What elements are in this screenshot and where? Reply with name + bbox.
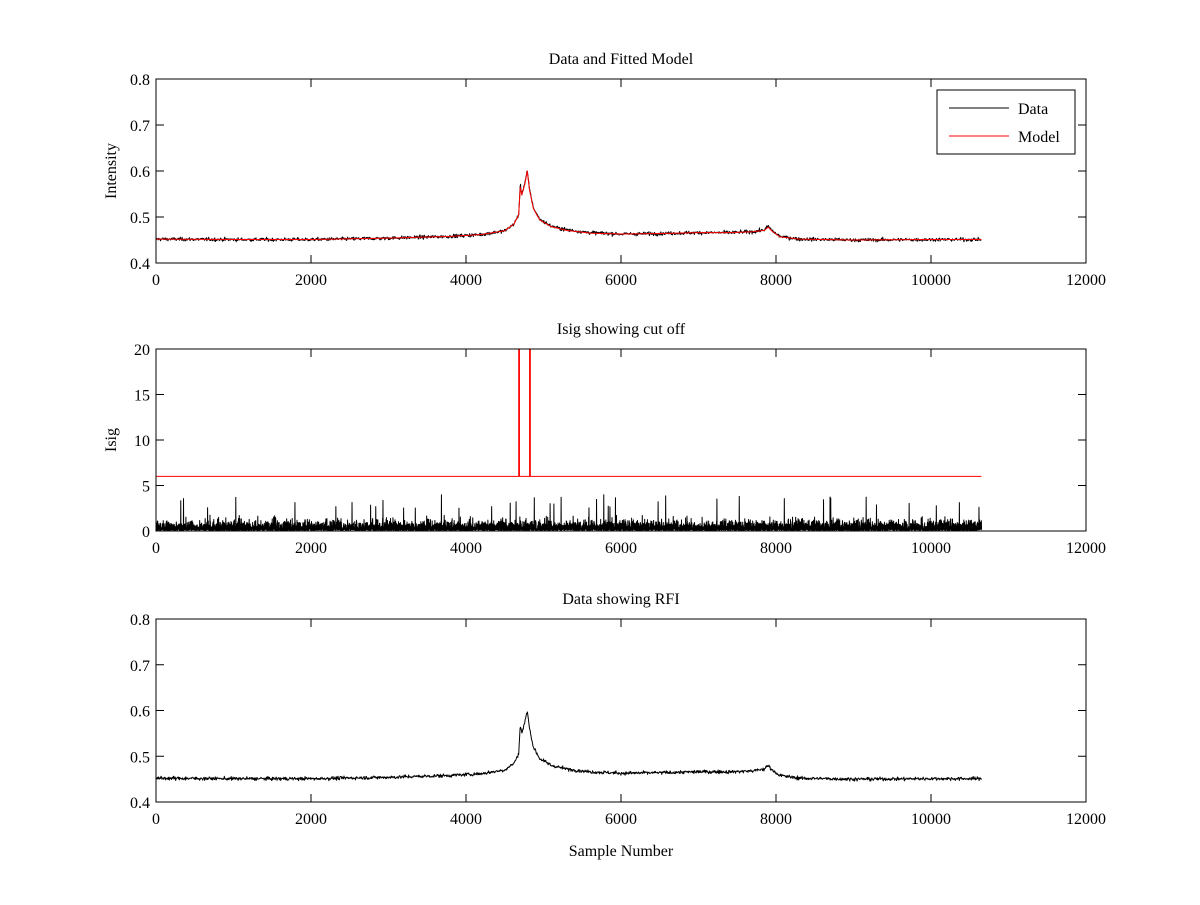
subplot-3: 0 2000 4000 6000 8000 10000 12000 0.4 0.5 0.6 0.7 0…: [130, 591, 1106, 860]
plot-title: Data and Fitted Model: [549, 51, 694, 68]
x-tick-label: 2000: [295, 272, 327, 289]
x-tick-label: 8000: [760, 811, 792, 828]
y-axis-label: Isig: [103, 428, 120, 452]
x-tick-label: 0: [152, 272, 160, 289]
series-line-red: [156, 349, 982, 477]
y-axis-label: Intensity: [103, 143, 120, 199]
x-tick-label: 6000: [605, 272, 637, 289]
x-tick-label: 2000: [295, 811, 327, 828]
plot-area-3: [156, 711, 982, 782]
x-tick-label: 6000: [605, 811, 637, 828]
x-tick-label: 4000: [450, 540, 482, 557]
series-line-black: [156, 711, 982, 782]
y-tick-label: 0.5: [130, 749, 150, 766]
x-tick-label: 12000: [1066, 811, 1106, 828]
series-line-model: [156, 170, 982, 241]
legend-label-model: Model: [1018, 129, 1060, 146]
series-line-black: [156, 494, 983, 531]
plot-area-1: [156, 170, 982, 243]
y-tick-label: 0.6: [130, 164, 150, 181]
plot-title: Isig showing cut off: [557, 321, 686, 338]
x-tick-label: 10000: [911, 540, 951, 557]
y-tick-label: 0.4: [130, 795, 150, 812]
x-tick-label: 12000: [1066, 272, 1106, 289]
y-tick-label: 0.8: [130, 612, 150, 629]
x-tick-label: 8000: [760, 540, 792, 557]
y-tick-label: 15: [134, 388, 150, 405]
legend-label-data: Data: [1018, 101, 1048, 118]
axes-frame: [155, 348, 1087, 532]
y-tick-label: 20: [134, 342, 150, 359]
subplot-2: 0 2000 4000 6000 8000 10000 12000 0 5 10 15 20 Isig …: [103, 321, 1106, 557]
x-tick-label: 12000: [1066, 540, 1106, 557]
x-tick-label: 10000: [911, 811, 951, 828]
y-tick-label: 5: [142, 479, 150, 496]
y-tick-label: 0.5: [130, 210, 150, 227]
y-tick-label: 0.6: [130, 704, 150, 721]
x-tick-label: 0: [152, 811, 160, 828]
x-tick-label: 6000: [605, 540, 637, 557]
x-tick-label: 10000: [911, 272, 951, 289]
y-tick-label: 0.4: [130, 256, 150, 273]
y-tick-label: 0: [142, 524, 150, 541]
y-tick-label: 0.8: [130, 72, 150, 89]
series-line-data: [156, 170, 982, 243]
x-tick-label: 8000: [760, 272, 792, 289]
x-tick-label: 4000: [450, 272, 482, 289]
plot-area-2: [156, 349, 983, 531]
x-tick-label: 0: [152, 540, 160, 557]
x-tick-label: 4000: [450, 811, 482, 828]
x-axis-label: Sample Number: [569, 843, 674, 860]
x-tick-label: 2000: [295, 540, 327, 557]
plot-title: Data showing RFI: [562, 591, 679, 608]
y-tick-label: 0.7: [130, 658, 150, 675]
y-tick-label: 10: [134, 433, 150, 450]
y-tick-label: 0.7: [130, 118, 150, 135]
legend-box: [936, 89, 1076, 155]
subplot-1: 0 2000 4000 6000 8000 10000 12000 0.4 0.5 0.6 0.7 0…: [103, 51, 1106, 289]
legend: Data Model: [936, 89, 1076, 155]
